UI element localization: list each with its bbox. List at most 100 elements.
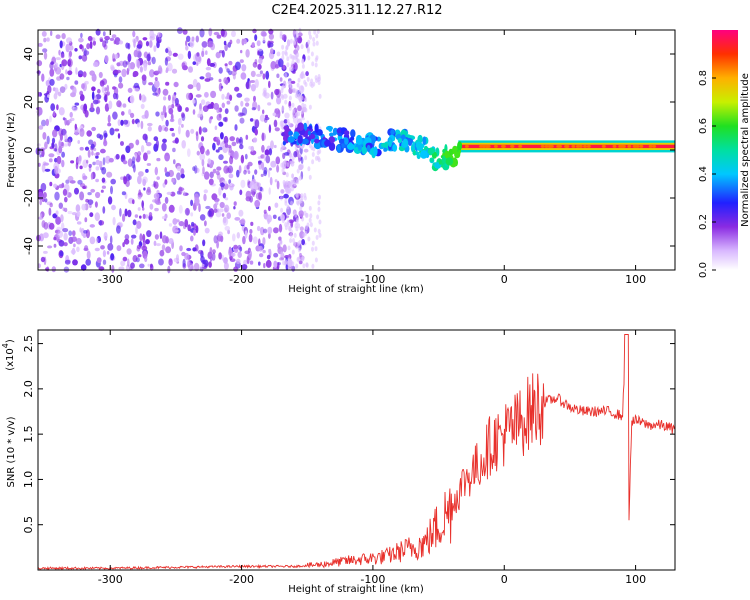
noise-speck (280, 93, 284, 99)
noise-speck (239, 59, 244, 63)
noise-speck (50, 103, 56, 111)
noise-speck (172, 218, 178, 225)
noise-speck (288, 105, 292, 111)
noise-speck (317, 157, 321, 163)
noise-speck (280, 207, 284, 213)
noise-speck (158, 125, 163, 133)
noise-speck (233, 266, 239, 272)
noise-speck (240, 179, 246, 189)
noise-speck (191, 221, 195, 227)
noise-speck (292, 114, 296, 120)
noise-speck (185, 92, 191, 100)
ridge-blob (297, 122, 304, 131)
noise-speck (182, 258, 186, 268)
noise-speck (292, 39, 296, 45)
noise-speck (248, 80, 252, 84)
noise-speck (198, 203, 201, 213)
noise-speck (211, 252, 216, 261)
noise-speck (77, 140, 80, 144)
noise-speck (279, 195, 283, 201)
noise-speck (61, 151, 65, 158)
noise-speck (62, 117, 66, 121)
noise-speck (315, 235, 319, 240)
noise-speck (66, 37, 72, 44)
x-tick-label: -300 (98, 273, 123, 286)
noise-speck (115, 153, 120, 160)
noise-speck (89, 212, 94, 218)
noise-speck (129, 61, 136, 70)
noise-speck (156, 157, 161, 162)
noise-speck (238, 165, 242, 174)
noise-speck (55, 57, 61, 61)
noise-speck (83, 103, 88, 112)
noise-speck (287, 245, 291, 251)
noise-speck (249, 118, 254, 122)
ridge-dot (540, 144, 545, 148)
noise-speck (102, 250, 106, 258)
noise-speck (235, 137, 240, 144)
noise-speck (55, 66, 62, 75)
noise-speck (201, 260, 206, 264)
noise-speck (136, 44, 142, 49)
noise-speck (165, 236, 169, 244)
noise-speck (167, 62, 173, 72)
noise-speck (263, 263, 266, 269)
ridge-blob (438, 159, 442, 165)
noise-speck (80, 264, 87, 271)
x-tick-label: 100 (625, 273, 646, 286)
noise-speck (106, 84, 110, 92)
noise-speck (153, 45, 157, 52)
noise-speck (251, 107, 256, 111)
noise-speck (196, 82, 201, 91)
noise-speck (118, 266, 125, 271)
noise-speck (289, 53, 293, 59)
noise-speck (308, 104, 312, 110)
noise-speck (196, 52, 200, 57)
noise-speck (198, 126, 202, 135)
noise-speck (159, 231, 163, 239)
noise-speck (227, 165, 234, 174)
ridge-blob (324, 139, 331, 147)
noise-speck (239, 144, 244, 150)
noise-speck (311, 240, 315, 246)
ridge-blob (416, 153, 421, 160)
noise-speck (249, 181, 255, 190)
noise-speck (226, 212, 231, 219)
noise-speck (134, 214, 139, 218)
noise-speck (72, 230, 76, 237)
noise-speck (274, 179, 278, 183)
y-tick-label: 1.0 (22, 471, 35, 489)
ridge-blob (361, 145, 368, 155)
noise-speck (43, 250, 48, 254)
noise-speck (282, 260, 286, 266)
noise-speck (41, 149, 45, 158)
noise-speck (188, 66, 193, 73)
noise-speck (265, 155, 271, 164)
ridge-dot (518, 144, 523, 148)
noise-speck (298, 37, 302, 44)
noise-speck (281, 34, 287, 41)
noise-speck (53, 148, 57, 152)
noise-speck (164, 152, 171, 162)
noise-speck (300, 195, 304, 201)
noise-speck (280, 124, 284, 130)
noise-speck (207, 158, 212, 165)
noise-speck (204, 220, 207, 227)
ridge-blob (350, 136, 355, 141)
noise-speck (304, 225, 308, 231)
spectrogram-ridge (281, 122, 675, 172)
spectrogram-x-label: Height of straight line (km) (288, 284, 424, 295)
noise-speck (39, 213, 43, 218)
noise-speck (286, 39, 291, 47)
noise-speck (285, 172, 289, 178)
noise-speck (218, 208, 224, 213)
noise-speck (198, 108, 203, 118)
noise-speck (240, 154, 245, 164)
noise-speck (74, 102, 80, 106)
noise-speck (43, 51, 48, 60)
noise-speck (104, 55, 109, 63)
noise-speck (147, 61, 152, 66)
noise-speck (71, 236, 77, 243)
ridge-blob (293, 131, 300, 139)
noise-speck (201, 159, 205, 167)
